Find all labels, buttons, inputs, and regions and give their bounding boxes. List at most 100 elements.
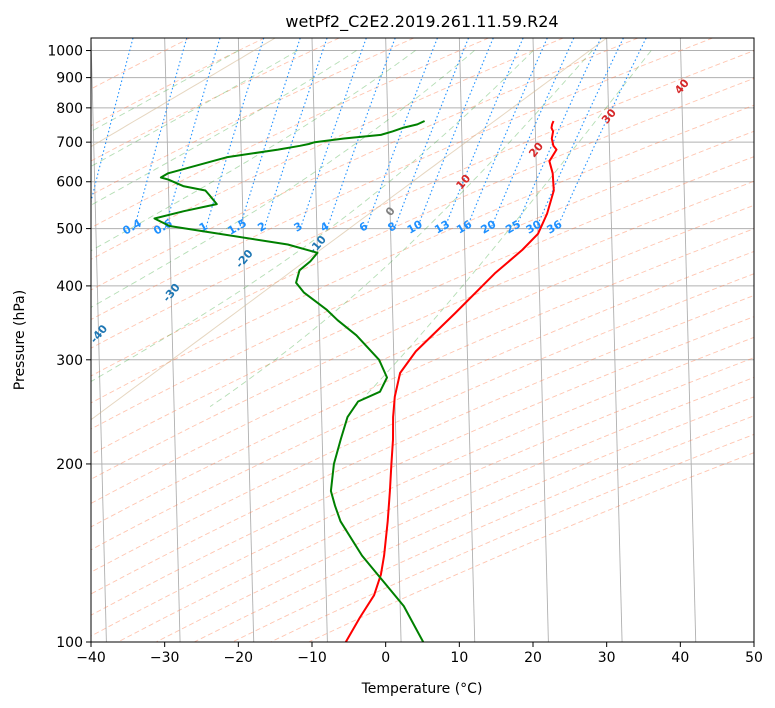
dewpoint-profile [153,120,426,642]
reference-curve [91,38,607,421]
moist-adiabat [91,50,475,308]
mixing-ratio-line [238,38,301,229]
moist-adiabat [209,50,593,407]
dry-adiabat [91,77,754,377]
chart-title: wetPf2_C2E2.2019.261.11.59.R24 [285,12,558,32]
y-tick-label: 200 [56,457,83,473]
mixing-ratio-line [416,38,494,229]
mixing-ratio-line [326,38,396,229]
dry-adiabat [91,316,754,616]
moist-adiabat [91,50,357,206]
isotherm-gridline [311,38,328,642]
y-tick-label: 900 [56,71,83,87]
x-axis-title: Temperature (°C) [361,681,483,697]
mixing-ratio-label: 13 [432,218,452,237]
x-tick-label: 0 [381,650,390,666]
dry-adiabat [91,38,564,260]
isotherm-gridline [606,38,623,642]
y-axis: 100 200 300 400 500 600 700 800 900 1000 [47,44,91,651]
isotherm-gridline [385,38,402,642]
dry-adiabat [91,156,754,456]
moist-adiabat [354,50,652,407]
x-tick-label: −30 [150,650,180,666]
dry-adiabat [117,357,754,642]
mixing-ratio-line [514,38,602,229]
dry-adiabat [91,294,754,595]
dry-adiabat [308,452,754,642]
y-tick-label: 100 [56,635,83,651]
dry-adiabat [91,38,191,90]
moist-adiabat [91,50,239,133]
mixing-ratio-line [365,38,438,229]
mixing-ratio-line [37,38,82,229]
x-tick-label: −20 [224,650,254,666]
isotherm-gridline [164,38,181,642]
isotherm-label: 0 [383,204,398,218]
plot-area: -100-90-80-70-60-50-40-30-20-10010203040… [24,38,754,642]
mixing-ratio-label: 10 [405,217,425,236]
mixing-ratio-line [556,38,647,229]
y-tick-label: 1000 [47,44,83,60]
x-tick-label: 20 [524,650,542,666]
mixing-ratio-line [164,38,221,229]
dry-adiabat [91,38,639,291]
mixing-ratio-label: 3 [292,220,305,235]
y-tick-label: 300 [56,353,83,369]
isotherm-gridline [679,38,697,642]
y-tick-label: 600 [56,175,83,191]
isotherm-label: -20 [233,247,256,271]
mixing-ratio-line [91,38,134,204]
plot-frame [90,37,755,643]
isotherm-gridline [753,38,754,56]
x-tick-label: −10 [297,650,327,666]
dry-adiabat [270,433,754,642]
mixing-ratio-label: 0.4 [120,216,144,237]
mixing-ratio-line [133,38,188,229]
data-series [153,120,558,642]
mixing-ratio-line [263,38,328,229]
y-tick-label: 700 [56,135,83,151]
isotherm-gridline [237,38,255,642]
mixing-ratio-label: 20 [479,217,499,236]
temperature-profile [344,120,558,642]
mixing-ratio-line [205,38,265,229]
x-tick-label: 40 [671,650,689,666]
dry-adiabat [91,38,713,321]
x-axis: −40 −30 −20 −10 0 10 20 30 40 50 [76,642,763,666]
y-tick-label: 800 [56,101,83,117]
x-tick-label: 30 [598,650,616,666]
dry-adiabat [155,376,754,642]
isotherm-label: -30 [160,281,183,305]
dry-adiabat [91,38,489,229]
isotherm-gridline [532,38,549,642]
dry-adiabat [91,228,754,528]
mixing-ratio-line [443,38,524,229]
mixing-ratio-label: 2 [255,220,268,235]
moist-adiabat [91,50,534,383]
mixing-ratio-line [393,38,470,229]
mixing-ratio-labels: 0.1 0.2 0.4 0.6 1 1.5 2 3 4 6 8 10 13 16 20 25 30 36 [24,216,565,238]
mixing-ratio-label: 0.2 [70,217,93,238]
mixing-ratio-label: 0.1 [24,217,47,238]
gridlines [91,38,754,642]
isotherm-label: 30 [599,106,619,126]
isotherm-label: 40 [672,76,692,96]
x-tick-label: 10 [450,650,468,666]
dry-adiabat [91,130,754,430]
mixing-ratio-line [466,38,548,229]
y-axis-title: Pressure (hPa) [12,290,28,390]
mixing-ratio-line [299,38,367,229]
y-tick-label: 400 [56,279,83,295]
background-lines [37,38,754,642]
isotherm-label: 10 [454,172,474,192]
dry-adiabat [91,50,754,349]
y-tick-label: 500 [56,222,83,238]
x-tick-label: −40 [76,650,106,666]
dry-adiabat [91,250,754,551]
dry-adiabat [91,104,754,404]
mixing-ratio-line [535,38,624,229]
dry-adiabat [91,38,265,127]
dry-adiabat [91,204,754,504]
